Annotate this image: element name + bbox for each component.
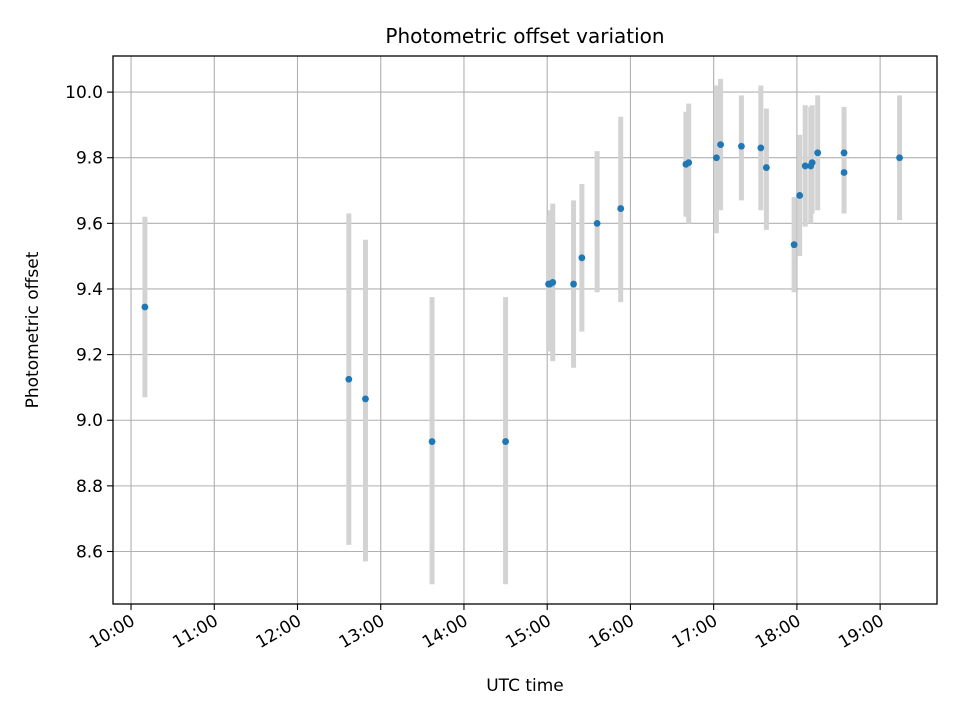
data-point (362, 395, 369, 403)
y-tick-label: 8.8 (76, 477, 103, 497)
y-tick-label: 9.8 (76, 149, 103, 169)
data-point (896, 154, 903, 162)
data-point (808, 159, 816, 167)
y-tick-label: 9.4 (76, 280, 103, 300)
data-point (570, 280, 577, 288)
grid-lines (113, 56, 937, 604)
data-point (814, 149, 822, 157)
data-point (685, 159, 693, 167)
data-point (840, 169, 848, 176)
data-point (141, 303, 149, 311)
x-axis-label: UTC time (486, 676, 564, 696)
data-point (738, 142, 745, 150)
data-point (345, 375, 353, 383)
data-point (593, 219, 601, 227)
data-point (801, 162, 809, 170)
data-point (762, 164, 770, 171)
data-point (790, 241, 798, 249)
data-point (757, 144, 765, 152)
data-point (717, 141, 724, 148)
data-point (617, 205, 625, 212)
data-point (502, 438, 509, 445)
plot-frame (112, 55, 938, 605)
data-point (713, 154, 720, 162)
data-point (578, 254, 586, 262)
y-tick-label: 9.0 (76, 411, 103, 431)
y-tick-label: 8.6 (76, 542, 103, 562)
data-points (141, 141, 903, 445)
data-point (549, 279, 557, 286)
y-tick-label: 10.0 (65, 83, 103, 103)
data-point (428, 438, 436, 445)
y-axis-label: Photometric offset (23, 251, 43, 408)
data-point (796, 192, 804, 199)
chart-title: Photometric offset variation (385, 24, 664, 48)
y-tick-label: 9.6 (76, 214, 103, 234)
data-point (840, 149, 848, 157)
y-tick-label: 9.2 (76, 346, 103, 366)
